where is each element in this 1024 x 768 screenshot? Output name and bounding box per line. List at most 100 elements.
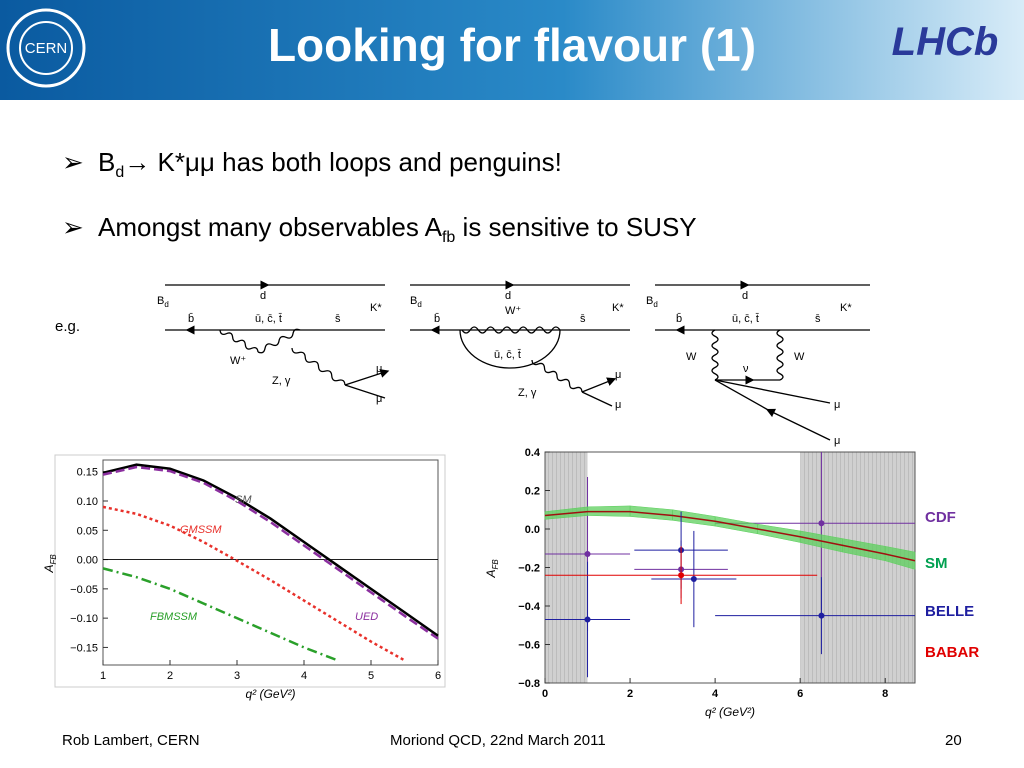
legend-label: SM	[925, 555, 948, 572]
plot-frame	[54, 454, 446, 688]
label-sub: d	[164, 300, 168, 309]
boson-line	[711, 329, 719, 381]
y-tick-label: −0.2	[518, 563, 540, 575]
boson-line	[291, 347, 346, 386]
y-tick-label: 0.00	[77, 555, 98, 567]
lhcb-logo: LHCb	[892, 20, 999, 64]
diagram-label: s̄	[580, 313, 586, 325]
x-tick-label: 2	[627, 688, 633, 700]
diagram-label: W	[686, 351, 697, 363]
label-main: B	[157, 295, 164, 307]
boson-line	[531, 359, 583, 393]
bullet: ➢ Bd→ K*μμ has both loops and penguins!	[62, 147, 562, 182]
diagram-label: Bd	[157, 295, 169, 309]
data-point	[584, 616, 591, 623]
sm-band	[587, 505, 631, 517]
legend-label: BELLE	[925, 603, 974, 620]
sm-band	[714, 516, 758, 535]
diagram-label: W⁺	[230, 355, 246, 367]
x-tick-label: 8	[882, 688, 888, 700]
bullet-text: B	[98, 147, 116, 177]
y-tick-label: −0.6	[518, 640, 540, 652]
bullet-sub: d	[115, 164, 125, 182]
sm-band	[629, 505, 673, 521]
diagram-label: ū, c̄, t̄	[732, 313, 759, 325]
boson-line	[461, 326, 561, 334]
y-axis-label: AFB	[484, 559, 500, 579]
shaded-region	[800, 452, 915, 683]
x-tick-label: 6	[797, 688, 803, 700]
y-tick-label: −0.15	[70, 642, 98, 654]
sm-band	[884, 546, 916, 570]
legend-label: BABAR	[925, 644, 979, 661]
diagram-labels: Bd d K* b̄ ū, c̄, t̄ s̄ W⁺ Z, γ μ μ Bd d…	[157, 290, 852, 447]
cern-logo: CERN	[6, 8, 86, 88]
y-tick-label: −0.4	[518, 601, 541, 613]
boson-line	[776, 329, 784, 381]
x-tick-label: 4	[712, 688, 719, 700]
label-sub: FB	[49, 554, 58, 565]
footer-author: Rob Lambert, CERN	[62, 732, 200, 749]
label-main: A	[42, 564, 56, 573]
label-sub: FB	[491, 559, 500, 570]
x-tick-label: 2	[167, 670, 173, 682]
y-tick-label: 0.0	[525, 524, 540, 536]
label-main: A	[484, 569, 498, 578]
diagram-lines	[165, 280, 870, 441]
x-tick-label: 6	[435, 670, 441, 682]
boson-line	[257, 328, 301, 354]
legend-label: CDF	[925, 509, 956, 526]
slide-title: Looking for flavour (1)	[267, 19, 757, 71]
header-bar: CERN Looking for flavour (1) LHCb	[0, 0, 1024, 100]
diagram-label: Z, γ	[272, 375, 291, 387]
footer-event: Moriond QCD, 22nd March 2011	[390, 732, 606, 749]
diagram-label: μ	[834, 435, 840, 447]
x-tick-label: 0	[542, 688, 548, 700]
x-axis-label: q² (GeV²)	[245, 687, 295, 701]
series-line	[102, 567, 338, 662]
diagram-label: d	[505, 290, 511, 302]
data-point	[818, 612, 825, 619]
diagram-label: μ	[615, 399, 621, 411]
diagram-label: d	[260, 290, 266, 302]
diagram-label: μ	[615, 369, 621, 381]
data-point	[678, 566, 685, 573]
diagram-label: W	[794, 351, 805, 363]
sm-band	[672, 509, 716, 527]
bullet-sub: fb	[441, 229, 456, 247]
data-point	[690, 576, 697, 583]
shaded-region	[545, 452, 588, 683]
sm-band	[842, 538, 886, 562]
diagram-label: s̄	[335, 313, 341, 325]
series-label: SM	[235, 494, 252, 506]
diagram-label: b̄	[676, 312, 682, 325]
series-line	[102, 465, 439, 640]
series-label: FBMSSM	[150, 611, 198, 623]
eg-label: e.g.	[55, 318, 81, 335]
bullet-text: → K*μμ has both loops and penguins!	[124, 147, 562, 177]
diagram-label: Z, γ	[518, 387, 537, 399]
y-tick-label: 0.2	[525, 486, 540, 498]
page-number: 20	[945, 732, 962, 749]
boson-line	[219, 329, 259, 353]
diagram-label: K*	[612, 302, 624, 314]
diagram-label: W⁺	[505, 305, 521, 317]
y-tick-label: 0.15	[77, 467, 98, 479]
diagram-label: μ	[376, 363, 382, 375]
sm-band	[757, 523, 801, 543]
plot-area	[544, 451, 916, 684]
y-tick-label: −0.05	[70, 584, 98, 596]
diagram-label: ν	[743, 363, 749, 375]
label-sub: d	[417, 300, 421, 309]
y-tick-label: −0.8	[518, 678, 540, 690]
sm-band	[544, 506, 588, 520]
x-tick-label: 4	[301, 670, 307, 682]
diagram-label: d	[742, 290, 748, 302]
data-point	[818, 520, 825, 527]
diagram-label: s̄	[815, 313, 821, 325]
diagram-label: K*	[370, 302, 382, 314]
logo-ring	[6, 8, 86, 88]
x-tick-label: 3	[234, 670, 240, 682]
